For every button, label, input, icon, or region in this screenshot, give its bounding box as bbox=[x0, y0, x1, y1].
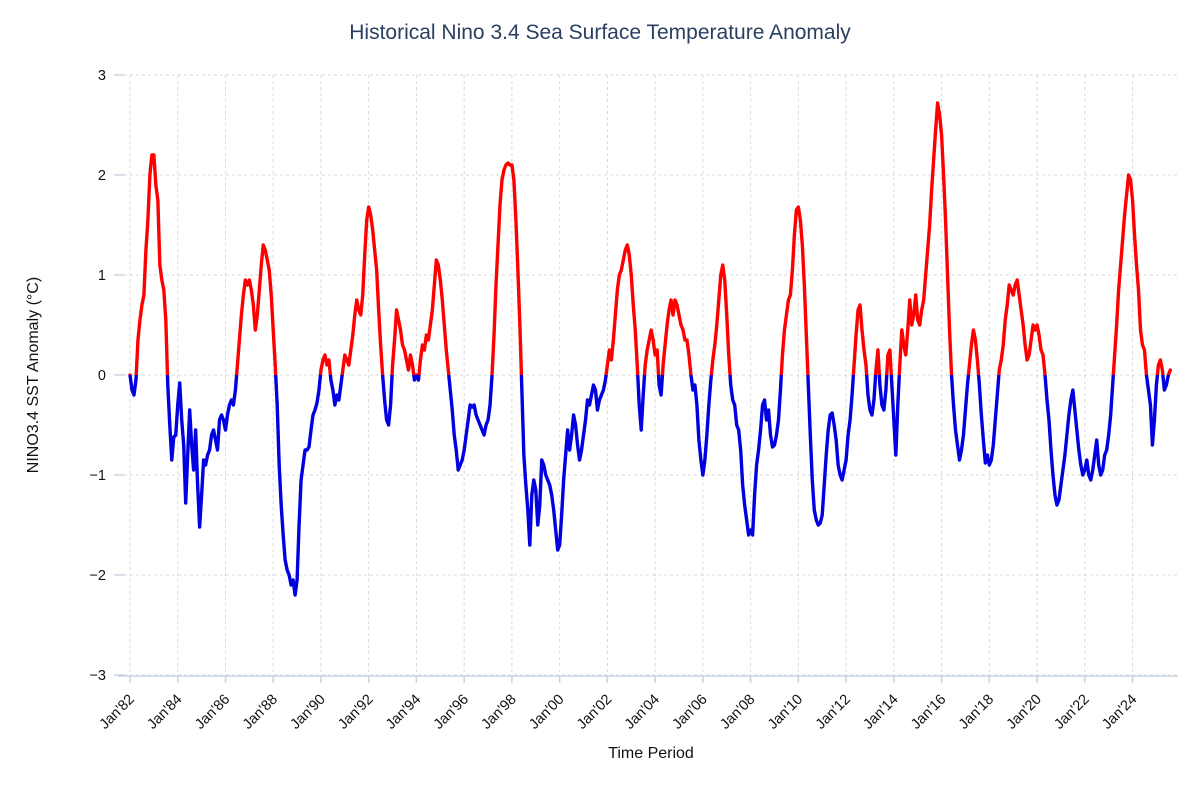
x-tick-label: Jan'08 bbox=[717, 692, 758, 733]
x-tick-label: Jan'86 bbox=[192, 692, 233, 733]
x-tick-label: Jan'10 bbox=[765, 692, 806, 733]
x-tick-label: Jan'02 bbox=[574, 692, 615, 733]
x-tick-label: Jan'14 bbox=[860, 692, 901, 733]
x-tick-label: Jan'20 bbox=[1004, 692, 1045, 733]
axes bbox=[114, 74, 1178, 683]
y-tick-label: 1 bbox=[98, 268, 106, 284]
x-tick-label: Jan'06 bbox=[669, 692, 710, 733]
x-tick-label: Jan'98 bbox=[479, 692, 520, 733]
sst-line-negative-segment bbox=[128, 375, 1171, 597]
y-tick-label: 2 bbox=[98, 168, 106, 184]
gridlines bbox=[124, 74, 1178, 676]
x-tick-label: Jan'82 bbox=[97, 692, 138, 733]
tick-labels: 3 2 1 0 −1 −2 −3 Jan'82 Jan'84 Jan'86 Jan'88 Jan'90… bbox=[89, 68, 1140, 733]
x-tick-label: Jan'90 bbox=[288, 692, 329, 733]
x-tick-label: Jan'88 bbox=[240, 692, 281, 733]
y-tick-label: −2 bbox=[89, 568, 106, 584]
y-tick-label: −1 bbox=[89, 468, 106, 484]
x-tick-label: Jan'96 bbox=[431, 692, 472, 733]
y-tick-label: 0 bbox=[98, 368, 106, 384]
x-tick-label: Jan'22 bbox=[1051, 692, 1092, 733]
x-tick-label: Jan'18 bbox=[956, 692, 997, 733]
x-tick-label: Jan'12 bbox=[813, 692, 854, 733]
x-axis-title: Time Period bbox=[608, 745, 694, 762]
sst-line-positive-segment bbox=[128, 101, 1173, 375]
x-tick-label: Jan'84 bbox=[144, 692, 185, 733]
y-tick-label: −3 bbox=[89, 668, 106, 684]
x-tick-label: Jan'94 bbox=[383, 692, 424, 733]
y-tick-label: 3 bbox=[98, 68, 106, 84]
x-tick-label: Jan'92 bbox=[335, 692, 376, 733]
x-tick-label: Jan'04 bbox=[622, 692, 663, 733]
sst-anomaly-line bbox=[128, 101, 1173, 597]
x-tick-label: Jan'00 bbox=[526, 692, 567, 733]
x-tick-label: Jan'16 bbox=[908, 692, 949, 733]
x-tick-label: Jan'24 bbox=[1099, 692, 1140, 733]
y-axis-title: NINO3.4 SST Anomaly (°C) bbox=[25, 277, 42, 473]
chart-title: Historical Nino 3.4 Sea Surface Temperat… bbox=[349, 21, 851, 44]
